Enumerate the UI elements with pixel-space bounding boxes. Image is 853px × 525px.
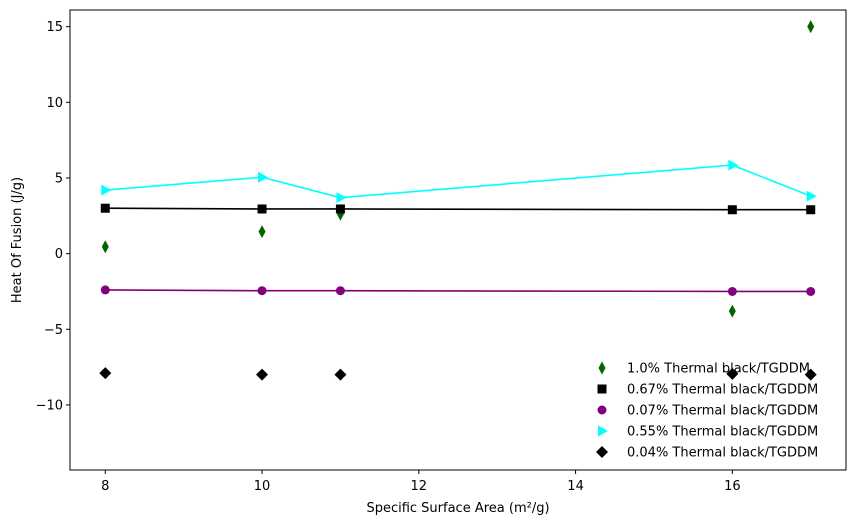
legend-marker — [598, 425, 608, 437]
plot-frame — [69, 9, 847, 471]
data-point — [101, 184, 112, 196]
series-3 — [101, 159, 817, 204]
legend-marker — [597, 405, 607, 415]
data-point — [256, 368, 269, 381]
series-4 — [99, 367, 817, 381]
legend-label: 1.0% Thermal black/TGDDM — [627, 362, 810, 377]
plot-background — [70, 10, 846, 470]
data-point — [804, 368, 817, 381]
series-2 — [100, 285, 816, 296]
data-point — [335, 286, 345, 296]
legend-entry: 0.67% Thermal black/TGDDM — [597, 383, 818, 398]
legend-entry: 0.04% Thermal black/TGDDM — [596, 446, 818, 461]
x-tick-label: 16 — [724, 479, 741, 494]
data-point — [100, 203, 110, 213]
data-point — [258, 171, 269, 183]
data-point — [806, 205, 816, 215]
y-tick-label: 10 — [46, 96, 63, 111]
data-point — [728, 304, 736, 318]
legend-label: 0.55% Thermal black/TGDDM — [627, 425, 818, 440]
data-point — [806, 286, 816, 296]
data-point — [335, 204, 345, 214]
data-point — [336, 192, 347, 204]
legend-label: 0.67% Thermal black/TGDDM — [627, 383, 818, 398]
y-tick-label: 5 — [55, 171, 63, 186]
legend-marker — [597, 384, 607, 394]
x-axis: 8 10 12 14 16 — [101, 470, 741, 494]
series-layer — [99, 20, 817, 381]
data-point — [334, 368, 347, 381]
legend: 1.0% Thermal black/TGDDM 0.67% Thermal bl… — [596, 361, 818, 461]
x-tick-label: 8 — [101, 479, 109, 494]
legend-marker — [598, 361, 606, 375]
y-tick-label: 0 — [55, 247, 63, 262]
y-tick-label: −10 — [36, 398, 63, 413]
data-point — [728, 159, 739, 171]
data-point — [806, 190, 817, 202]
x-tick-label: 10 — [254, 479, 271, 494]
y-axis-label: Heat Of Fusion (J/g) — [10, 177, 25, 303]
data-point — [807, 20, 815, 34]
x-tick-label: 14 — [567, 479, 584, 494]
data-point — [257, 204, 267, 214]
y-tick-label: 15 — [46, 20, 63, 35]
legend-entry: 0.55% Thermal black/TGDDM — [598, 425, 818, 440]
legend-marker — [596, 446, 608, 458]
legend-entry: 1.0% Thermal black/TGDDM — [598, 361, 810, 377]
data-point — [101, 240, 109, 254]
data-point — [99, 367, 112, 380]
x-tick-label: 12 — [411, 479, 428, 494]
series-1 — [100, 203, 816, 215]
y-axis: −10 −5 0 5 10 15 — [36, 20, 70, 413]
legend-entry: 0.07% Thermal black/TGDDM — [597, 404, 818, 419]
data-point — [726, 367, 739, 380]
x-axis-label: Specific Surface Area (m²/g) — [366, 501, 549, 516]
data-point — [727, 205, 737, 215]
y-tick-label: −5 — [44, 323, 63, 338]
data-point — [727, 286, 737, 296]
data-point — [257, 286, 267, 296]
data-point — [258, 225, 266, 239]
data-point — [100, 285, 110, 295]
legend-label: 0.07% Thermal black/TGDDM — [627, 404, 818, 419]
legend-label: 0.04% Thermal black/TGDDM — [627, 446, 818, 461]
